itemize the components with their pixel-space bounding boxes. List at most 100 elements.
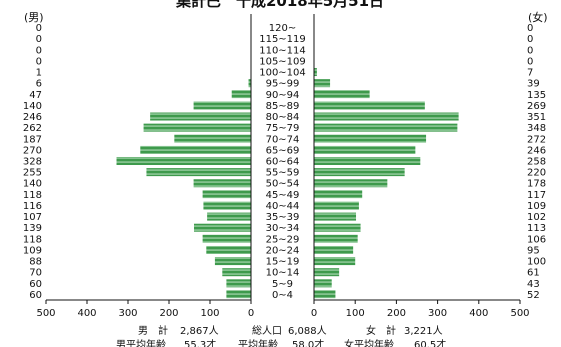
male-tick-label: 300 — [118, 308, 137, 319]
male-tick-label: 100 — [200, 308, 219, 319]
male-count: 116 — [23, 201, 42, 212]
male-count: 88 — [29, 257, 42, 268]
age-label: 100~104 — [259, 68, 306, 79]
age-label: 70~74 — [266, 134, 300, 145]
male-bar — [226, 279, 251, 288]
male-total: 2,867人 — [180, 325, 219, 337]
female-avg: 60.5才 — [414, 338, 446, 347]
female-count: 100 — [527, 257, 546, 268]
male-count: 270 — [23, 145, 42, 156]
male-bar — [150, 112, 251, 121]
age-label: 75~79 — [266, 123, 300, 134]
female-count: 0 — [527, 23, 533, 34]
male-bar — [143, 123, 251, 132]
female-bar — [314, 112, 459, 121]
chart-title: 集計巴 十成2018年5月51日 — [175, 0, 384, 10]
female-bar — [314, 245, 354, 254]
female-count: 52 — [527, 290, 540, 301]
male-count: 0 — [36, 45, 42, 56]
male-count: 140 — [23, 101, 42, 112]
female-bar — [314, 90, 370, 99]
avg-label: 平均年齢 — [238, 338, 278, 347]
male-count: 262 — [23, 123, 42, 134]
female-tick-label: 500 — [510, 308, 529, 319]
male-bar — [207, 212, 251, 221]
female-count: 7 — [527, 68, 533, 79]
age-label: 110~114 — [259, 45, 306, 56]
female-tick-label: 400 — [469, 308, 488, 319]
female-count: 43 — [527, 279, 540, 290]
male-tick-label: 400 — [77, 308, 96, 319]
female-tick-label: 300 — [428, 308, 447, 319]
male-bar — [214, 257, 251, 266]
female-bar — [314, 134, 427, 143]
female-bar — [314, 268, 340, 277]
age-label: 30~34 — [266, 223, 300, 234]
male-bar — [248, 79, 251, 88]
female-bar — [314, 201, 359, 210]
male-bar — [193, 179, 251, 188]
male-count: 246 — [23, 112, 42, 123]
female-count: 0 — [527, 45, 533, 56]
female-count: 178 — [527, 179, 546, 190]
female-bar — [314, 223, 361, 232]
male-bar — [222, 268, 251, 277]
age-label: 15~19 — [266, 257, 300, 268]
age-label: 5~9 — [272, 279, 293, 290]
male-count: 60 — [29, 290, 42, 301]
male-count: 0 — [36, 56, 42, 67]
male-bar — [193, 101, 251, 110]
female-bar — [314, 190, 363, 199]
female-count: 269 — [527, 101, 546, 112]
age-label: 50~54 — [266, 179, 300, 190]
total-label: 総人口 — [252, 324, 282, 337]
age-label: 90~94 — [266, 90, 300, 101]
female-bar — [314, 79, 331, 88]
female-bar — [314, 279, 332, 288]
female-bar — [314, 168, 405, 177]
female-count: 39 — [527, 79, 540, 90]
female-label: (女) — [528, 10, 548, 24]
male-avg: 55.3才 — [184, 338, 216, 347]
female-bar — [314, 212, 357, 221]
age-label: 115~119 — [259, 34, 306, 45]
male-count: 60 — [29, 279, 42, 290]
male-count: 47 — [29, 90, 42, 101]
male-bar — [146, 168, 251, 177]
female-bar — [314, 257, 356, 266]
age-label: 25~29 — [266, 234, 300, 245]
female-count: 0 — [527, 34, 533, 45]
age-label: 65~69 — [266, 145, 300, 156]
female-count: 102 — [527, 212, 546, 223]
female-bar — [314, 68, 317, 77]
female-bar — [314, 290, 336, 299]
age-label: 95~99 — [266, 79, 300, 90]
male-count: 0 — [36, 23, 42, 34]
male-bar — [116, 156, 252, 166]
total: 6,088人 — [288, 325, 327, 337]
female-count: 106 — [527, 234, 546, 245]
female-total: 3,221人 — [404, 325, 443, 337]
male-label: (男) — [24, 11, 44, 24]
male-bar — [203, 201, 251, 210]
female-count: 95 — [527, 245, 540, 256]
avg: 58.0才 — [292, 338, 324, 347]
female-count: 258 — [527, 157, 546, 168]
female-count: 117 — [527, 190, 546, 201]
age-label: 10~14 — [266, 268, 300, 279]
age-label: 40~44 — [266, 201, 300, 212]
male-count: 107 — [23, 212, 42, 223]
male-bar — [202, 190, 251, 199]
male-count: 118 — [23, 234, 42, 245]
male-count: 70 — [29, 268, 42, 279]
female-count: 61 — [527, 268, 540, 279]
age-label: 35~39 — [266, 212, 300, 223]
male-bar — [140, 145, 251, 154]
male-bar — [206, 245, 251, 254]
age-label: 85~89 — [266, 101, 300, 112]
male-tick-label: 200 — [159, 308, 178, 319]
female-tick-label: 100 — [346, 308, 365, 319]
female-bar — [314, 156, 421, 166]
female-total-label: 女 計 — [366, 324, 396, 337]
